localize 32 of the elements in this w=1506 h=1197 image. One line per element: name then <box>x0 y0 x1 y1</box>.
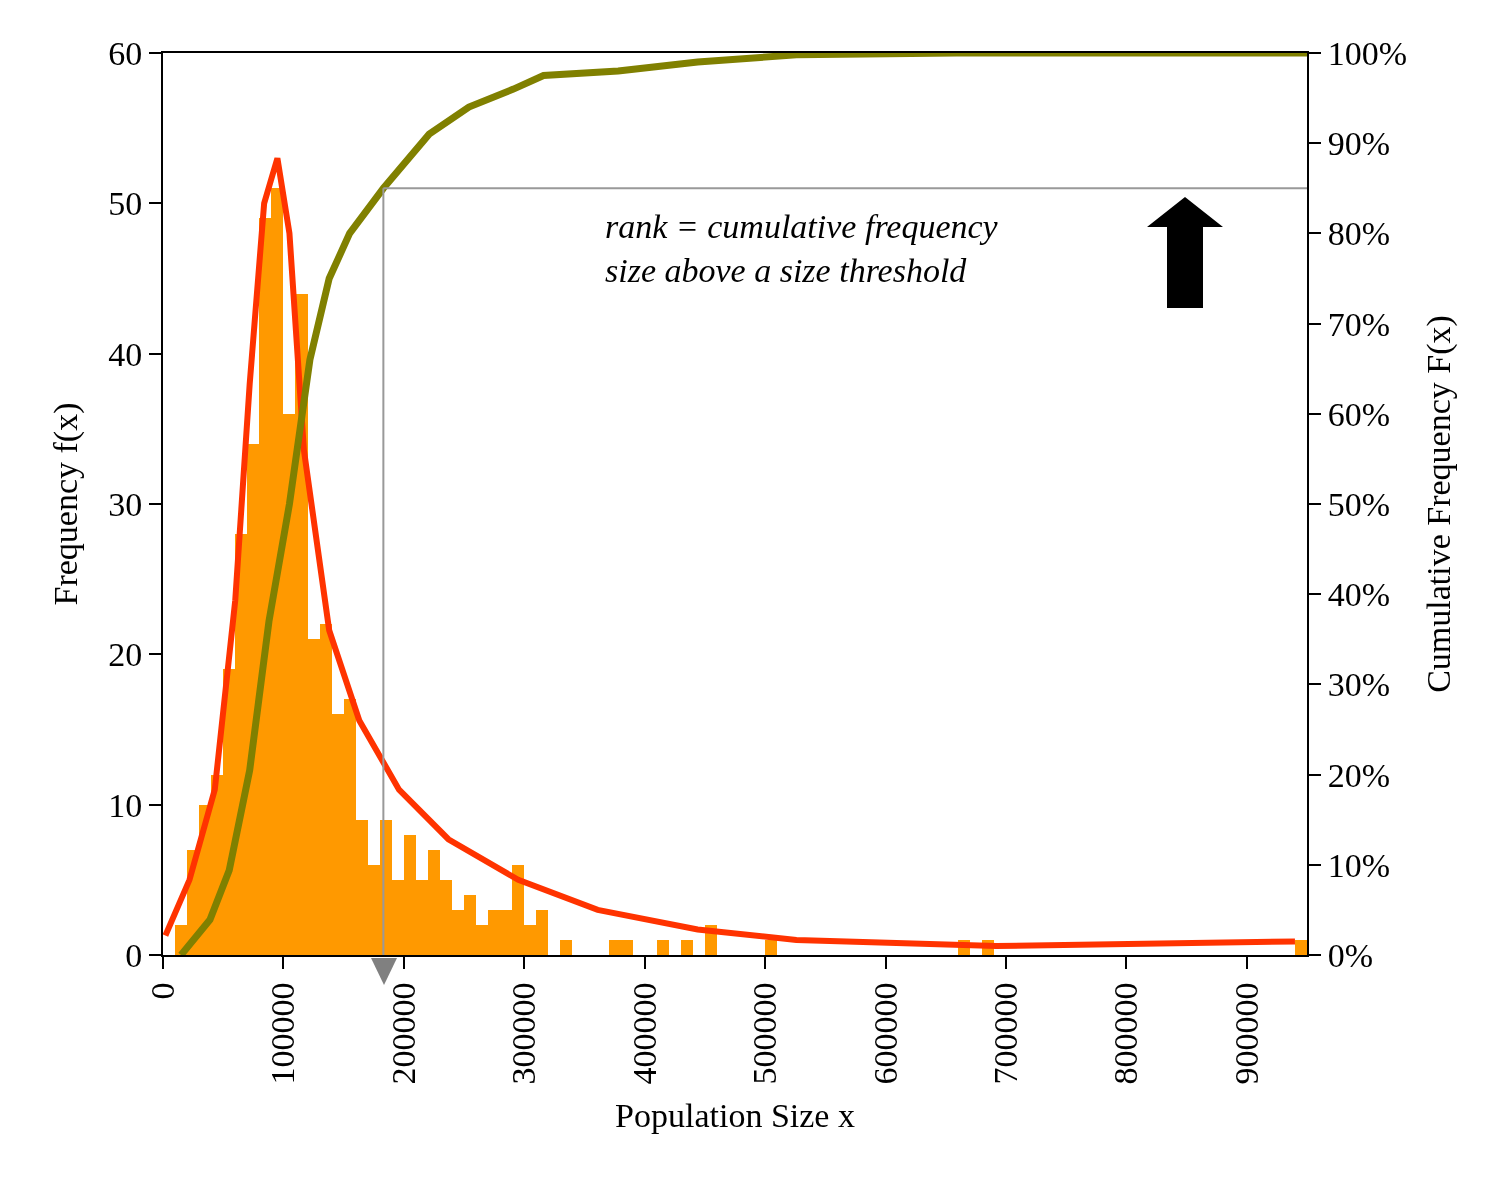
x-tick-label: 400000 <box>625 982 663 1085</box>
y2-tick-label: 70% <box>1327 305 1391 343</box>
y2-tick-label: 60% <box>1327 395 1391 433</box>
y2-tick-label: 30% <box>1327 666 1391 704</box>
y-axis-title: Frequency f(x) <box>47 402 86 606</box>
y2-tick-label: 10% <box>1327 846 1391 884</box>
y-tick-label: 0 <box>125 936 143 974</box>
x-tick-label: 700000 <box>987 982 1024 1085</box>
x-tick-label: 900000 <box>1227 982 1265 1085</box>
y2-tick-label: 100% <box>1327 34 1408 72</box>
y2-tick-label: 40% <box>1327 576 1391 614</box>
y2-tick-label: 80% <box>1327 215 1391 253</box>
annotation: rank = cumulative frequency size above a size threshold <box>605 208 999 290</box>
x-tick-label: 300000 <box>505 982 543 1085</box>
x-tick-label: 500000 <box>746 982 784 1085</box>
y-tick-label: 50 <box>108 185 143 223</box>
y-tick-label: 40 <box>108 335 143 373</box>
y2-tick-label: 90% <box>1327 125 1391 163</box>
y2-tick-label: 0% <box>1327 936 1374 974</box>
x-axis-title: Population Size x <box>615 1097 855 1135</box>
x-tick-label: 200000 <box>384 982 422 1085</box>
x-tick-label: 0 <box>144 982 182 1000</box>
y2-tick-label: 50% <box>1327 485 1391 523</box>
y-tick-label: 20 <box>108 636 143 674</box>
x-tick-label: 600000 <box>866 982 904 1085</box>
y-tick-label: 10 <box>108 786 143 824</box>
y-tick-label: 60 <box>108 34 143 72</box>
y2-axis-title: Cumulative Frequency F(x) <box>1419 315 1458 693</box>
x-tick-label: 800000 <box>1107 982 1145 1085</box>
x-tick-label: 100000 <box>264 982 302 1085</box>
y-tick-label: 30 <box>108 485 143 523</box>
y2-tick-label: 20% <box>1327 756 1391 794</box>
